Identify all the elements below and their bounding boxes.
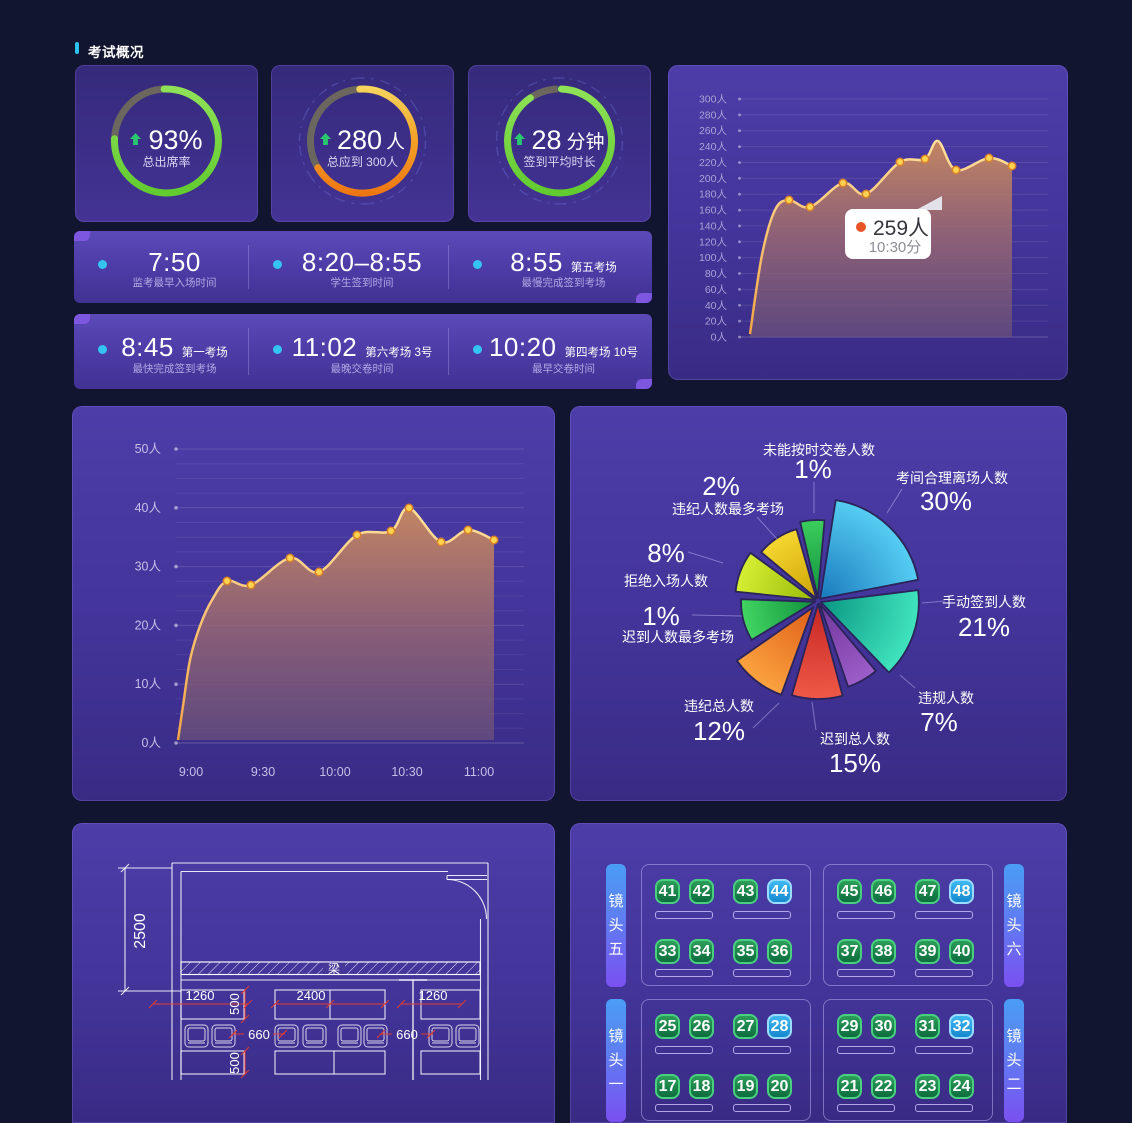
svg-text:1260: 1260 [186, 988, 215, 1003]
svg-text:12%: 12% [693, 716, 745, 746]
svg-text:259人: 259人 [873, 217, 929, 240]
svg-text:手动签到人数: 手动签到人数 [942, 594, 1026, 610]
svg-text:140人: 140人 [699, 220, 728, 232]
svg-text:30%: 30% [920, 486, 972, 516]
svg-text:2500: 2500 [132, 913, 149, 949]
svg-text:11:00: 11:00 [464, 765, 494, 779]
svg-text:300人: 300人 [699, 94, 728, 106]
svg-text:8%: 8% [647, 538, 685, 568]
svg-text:260人: 260人 [699, 125, 728, 137]
svg-text:2400: 2400 [297, 988, 326, 1003]
svg-text:10:30: 10:30 [391, 765, 422, 779]
svg-text:660: 660 [248, 1027, 270, 1042]
svg-text:20人: 20人 [135, 618, 162, 632]
svg-text:未能按时交卷人数: 未能按时交卷人数 [763, 442, 875, 458]
svg-text:220人: 220人 [699, 157, 728, 169]
svg-text:2%: 2% [702, 471, 740, 501]
svg-text:1%: 1% [794, 454, 832, 484]
svg-text:9:00: 9:00 [179, 765, 203, 779]
svg-text:50人: 50人 [135, 442, 162, 456]
svg-text:迟到人数最多考场: 迟到人数最多考场 [622, 629, 734, 645]
svg-text:10:00: 10:00 [319, 765, 350, 779]
svg-text:0人: 0人 [711, 332, 728, 344]
svg-text:160人: 160人 [699, 205, 728, 217]
svg-text:考间合理离场人数: 考间合理离场人数 [896, 470, 1008, 486]
svg-text:120人: 120人 [699, 236, 728, 248]
svg-text:0人: 0人 [142, 736, 162, 750]
svg-text:200人: 200人 [699, 173, 728, 185]
svg-text:15%: 15% [829, 748, 881, 778]
svg-text:违规人数: 违规人数 [918, 690, 974, 706]
svg-text:梁: 梁 [328, 961, 340, 976]
svg-text:180人: 180人 [699, 189, 728, 201]
svg-text:240人: 240人 [699, 141, 728, 153]
svg-text:21%: 21% [958, 612, 1010, 642]
svg-text:违纪总人数: 违纪总人数 [684, 698, 754, 714]
svg-text:660: 660 [396, 1027, 418, 1042]
svg-text:100人: 100人 [699, 252, 728, 264]
svg-text:10人: 10人 [135, 677, 162, 691]
svg-text:500: 500 [227, 1052, 242, 1074]
svg-text:1%: 1% [642, 601, 680, 631]
svg-text:迟到总人数: 迟到总人数 [820, 731, 890, 747]
svg-text:40人: 40人 [705, 300, 728, 312]
svg-text:7%: 7% [920, 707, 958, 737]
svg-text:30人: 30人 [135, 560, 162, 574]
svg-text:9:30: 9:30 [251, 765, 275, 779]
svg-text:10:30分: 10:30分 [869, 239, 922, 256]
svg-text:违纪人数最多考场: 违纪人数最多考场 [672, 501, 784, 517]
svg-text:500: 500 [227, 993, 242, 1015]
svg-text:60人: 60人 [705, 284, 728, 296]
svg-text:40人: 40人 [135, 501, 162, 515]
svg-text:拒绝入场人数: 拒绝入场人数 [624, 573, 708, 589]
svg-text:280人: 280人 [699, 109, 728, 121]
svg-text:20人: 20人 [705, 316, 728, 328]
svg-text:80人: 80人 [705, 268, 728, 280]
svg-text:1260: 1260 [419, 988, 448, 1003]
